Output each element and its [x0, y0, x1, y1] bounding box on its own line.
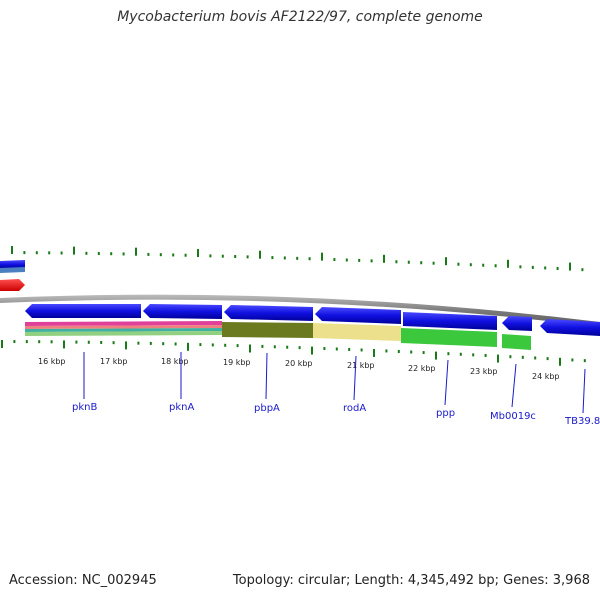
leader-TB39.8: [582, 368, 586, 414]
kbp-label: 19 kbp: [223, 358, 251, 367]
band-salmon: [25, 325, 222, 329]
leader-Mb0019c: [511, 363, 517, 408]
genome-stats-text: Topology: circular; Length: 4,345,492 bp…: [232, 573, 590, 588]
kbp-label: 20 kbp: [285, 359, 313, 368]
gene-track: [25, 304, 600, 336]
gene-label-rodA[interactable]: rodA: [343, 403, 366, 414]
kbp-label: 24 kbp: [532, 372, 560, 381]
tick-ring-inner: [1, 340, 586, 366]
kbp-label: 23 kbp: [470, 367, 498, 376]
accession-text: Accession: NC_002945: [9, 573, 157, 588]
map-title: Mycobacterium bovis AF2122/97, complete …: [117, 9, 483, 25]
gene-arrow-pbpA[interactable]: [224, 305, 313, 321]
band-green-light: [25, 331, 222, 336]
band-green-mb0019c: [502, 334, 531, 350]
band-khaki: [313, 323, 401, 341]
kbp-label: 17 kbp: [100, 357, 128, 366]
tick-ring-outer: [11, 246, 584, 272]
gene-label-pknB[interactable]: pknB: [72, 402, 97, 413]
scale-labels: 16 kbp 17 kbp 18 kbp 19 kbp 20 kbp 21 kb…: [38, 357, 560, 381]
gene-arrow-rodA[interactable]: [315, 307, 401, 324]
gene-labels: pknB pknA pbpA rodA ppp Mb0019c TB39.8: [72, 402, 600, 427]
band-magenta: [25, 321, 222, 326]
gene-label-ppp[interactable]: ppp: [436, 408, 455, 419]
gene-arrow-TB39.8[interactable]: [540, 319, 600, 336]
leader-rodA: [353, 355, 357, 401]
leader-ppp: [444, 359, 449, 406]
gene-label-pknA[interactable]: pknA: [169, 402, 194, 413]
annotation-bands: [25, 321, 531, 350]
kbp-label: 18 kbp: [161, 357, 189, 366]
kbp-label: 21 kbp: [347, 361, 375, 370]
leader-pbpA: [265, 352, 268, 400]
band-green-ppp: [401, 328, 497, 347]
feature-arrow-red[interactable]: [0, 279, 25, 291]
gene-arrow-pknB[interactable]: [25, 304, 141, 318]
kbp-label: 22 kbp: [408, 364, 436, 373]
gene-arrow-Mb0019c[interactable]: [502, 316, 532, 331]
gene-label-Mb0019c[interactable]: Mb0019c: [490, 411, 536, 422]
gene-label-pbpA[interactable]: pbpA: [254, 403, 280, 414]
gene-arrow-offscreen[interactable]: [0, 260, 25, 269]
band-teal: [25, 328, 222, 332]
band-olive: [222, 322, 313, 338]
kbp-label: 16 kbp: [38, 357, 66, 366]
label-leaders: [83, 352, 586, 414]
genome-backbone: [0, 294, 600, 327]
offscreen-features-left: [0, 260, 25, 291]
gene-arrow-offscreen-blue-light: [0, 267, 25, 273]
gene-arrow-pknA[interactable]: [143, 304, 222, 319]
gene-label-TB39.8[interactable]: TB39.8: [564, 416, 600, 427]
gene-arrow-ppp[interactable]: [403, 312, 497, 330]
